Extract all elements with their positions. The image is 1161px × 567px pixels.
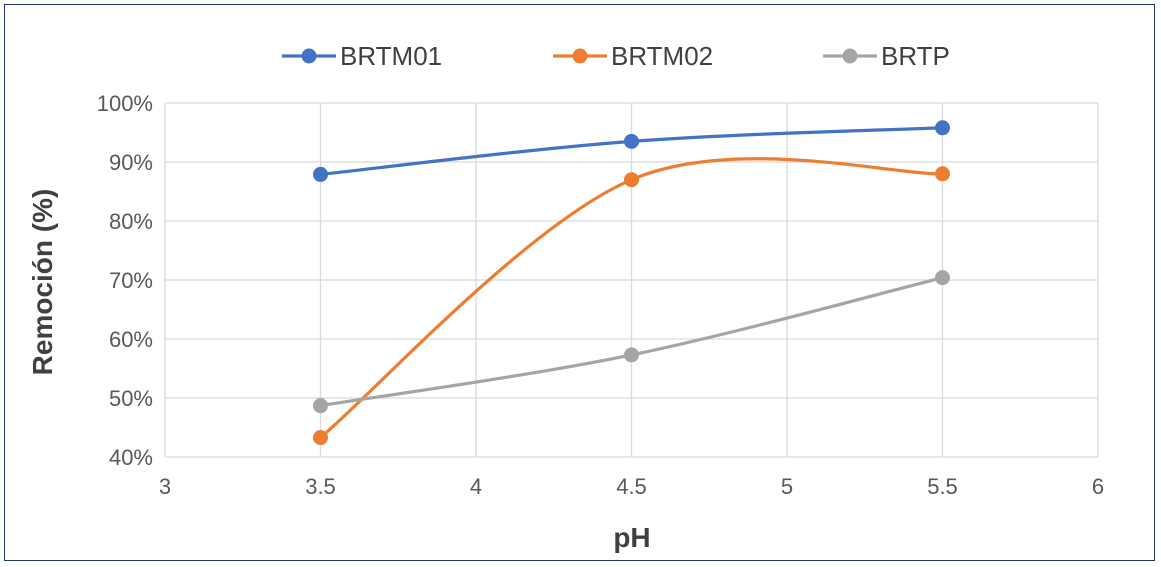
y-tick-label: 50% [109, 386, 153, 411]
y-tick-label: 70% [109, 268, 153, 293]
x-axis-ticks: 3 3.5 4 4.5 5 5.5 6 [159, 474, 1104, 499]
y-tick-label: 90% [109, 150, 153, 175]
legend-label-brtp: BRTP [881, 41, 950, 71]
legend-item-brtp: BRTP [823, 41, 950, 71]
data-point-brtm01 [935, 120, 950, 136]
x-axis-title: pH [613, 522, 650, 553]
data-point-brtp [624, 347, 639, 363]
legend-marker-brtm02 [572, 48, 588, 64]
legend-label-brtm02: BRTM02 [611, 41, 713, 71]
data-point-brtp [313, 398, 328, 414]
x-tick-label: 3.5 [305, 474, 336, 499]
data-point-brtm02 [313, 430, 328, 446]
y-tick-label: 60% [109, 327, 153, 352]
data-point-brtp [935, 270, 950, 286]
data-point-brtm02 [935, 166, 950, 182]
legend-item-brtm01: BRTM01 [282, 41, 442, 71]
data-point-brtm01 [313, 166, 328, 182]
data-point-brtm01 [624, 133, 639, 149]
y-axis-title: Remoción (%) [27, 189, 58, 376]
x-tick-label: 5.5 [927, 474, 958, 499]
gridlines [164, 102, 1099, 458]
legend-item-brtm02: BRTM02 [553, 41, 713, 71]
chart-frame [4, 4, 1155, 561]
legend: BRTM01 BRTM02 BRTP [282, 41, 950, 71]
x-tick-label: 4.5 [616, 474, 647, 499]
y-tick-label: 80% [109, 209, 153, 234]
x-tick-label: 6 [1092, 474, 1104, 499]
y-tick-label: 100% [97, 91, 153, 116]
data-points [313, 120, 950, 446]
legend-label-brtm01: BRTM01 [340, 41, 442, 71]
data-point-brtm02 [624, 172, 639, 188]
y-axis-ticks: 40% 50% 60% 70% 80% 90% 100% [97, 91, 153, 470]
x-tick-label: 4 [470, 474, 482, 499]
x-tick-label: 5 [781, 474, 793, 499]
legend-marker-brtm01 [301, 48, 317, 64]
legend-marker-brtp [842, 48, 858, 64]
x-tick-label: 3 [159, 474, 171, 499]
y-tick-label: 40% [109, 445, 153, 470]
